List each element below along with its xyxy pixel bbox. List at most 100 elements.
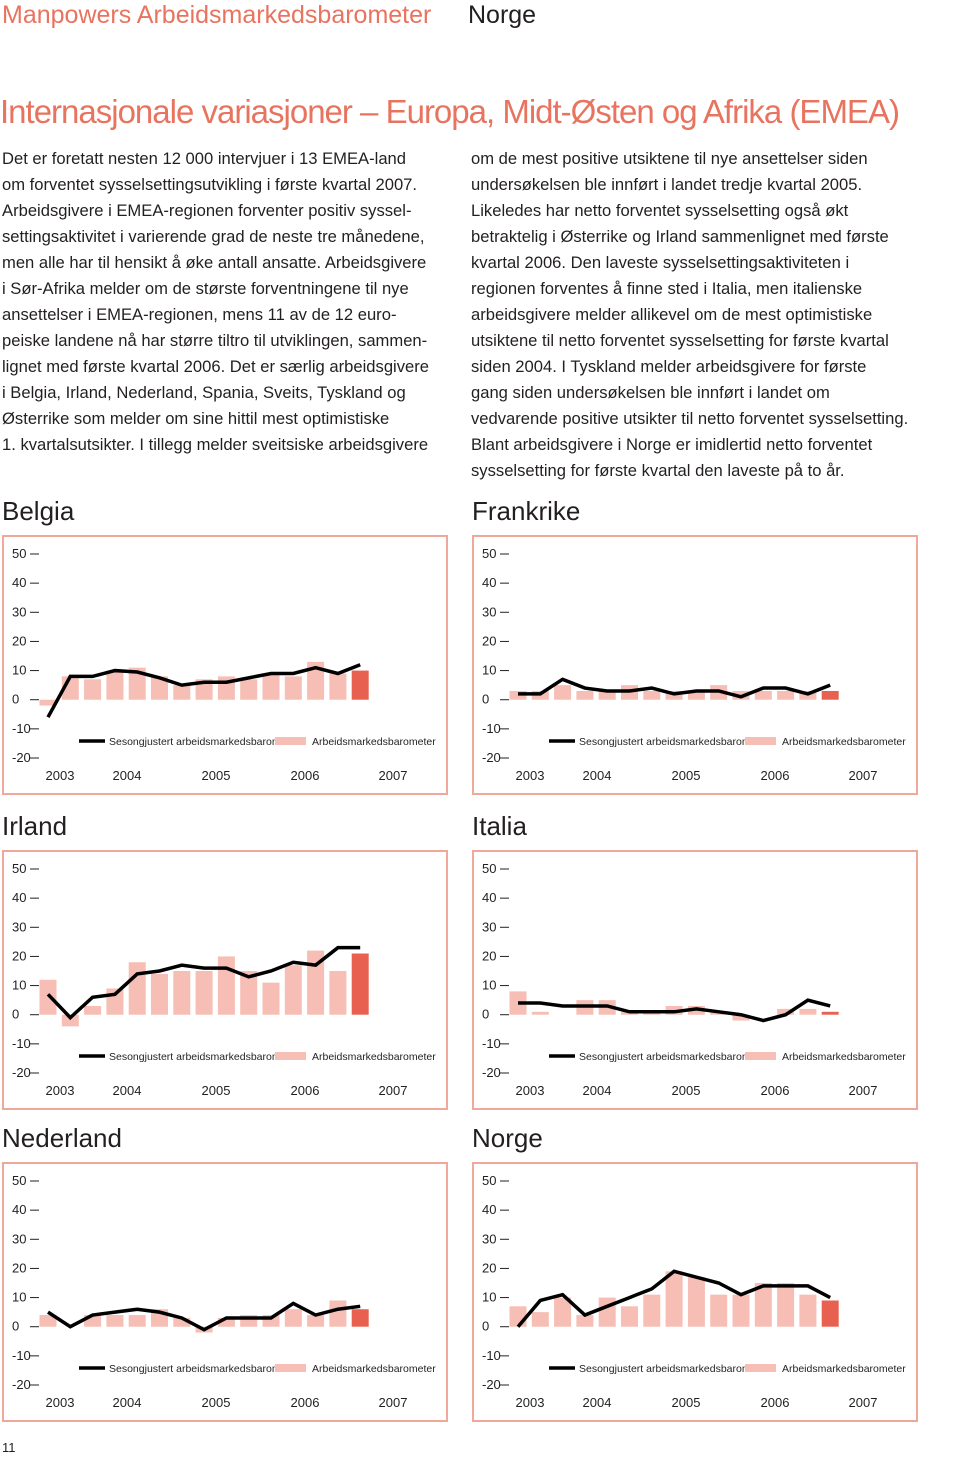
x-tick-label: 2003	[516, 768, 545, 783]
line	[46, 663, 361, 719]
bar	[39, 979, 57, 1015]
legend-label: Sesongjustert arbeidsmarkedsbarometer	[109, 736, 299, 748]
y-tick-label: 40	[12, 890, 26, 905]
line	[46, 945, 361, 1021]
bar	[554, 685, 572, 700]
body-text-line: Det er foretatt nesten 12 000 intervjuer…	[2, 149, 406, 168]
chart-frame	[472, 1162, 918, 1422]
body-text-line: regionen forventes å finne sted i Italia…	[471, 279, 862, 298]
bar	[284, 965, 302, 1015]
bar	[531, 1312, 549, 1327]
bar	[732, 1294, 750, 1327]
bar	[576, 1315, 594, 1327]
bar	[598, 690, 616, 700]
legend-label: Sesongjustert arbeidsmarkedsbarometer	[109, 1051, 299, 1063]
legend-swatch	[745, 1364, 776, 1372]
bar	[151, 973, 168, 1015]
x-tick-label: 2007	[379, 1083, 408, 1098]
x-tick-label: 2003	[46, 768, 75, 783]
bar	[754, 690, 772, 700]
x-tick-label: 2005	[672, 1083, 701, 1098]
body-text-line: om de mest positive utsiktene til nye an…	[471, 149, 868, 168]
legend-label: Arbeidsmarkedsbarometer	[782, 1363, 906, 1375]
chart-title: Nederland	[2, 1123, 122, 1153]
bar	[240, 971, 258, 1015]
legend-label: Arbeidsmarkedsbarometer	[312, 736, 436, 748]
bar	[262, 982, 280, 1015]
chart: -20 -10 0 10 20 30 40 50 Sesongjustert arbeidsma…	[472, 1162, 918, 1422]
y-tick-label: 20	[12, 633, 26, 648]
bar	[284, 676, 302, 700]
chart: -20 -10 0 10 20 30 40 50 Sesongjustert arbeidsma…	[2, 1162, 448, 1422]
bar	[598, 1297, 616, 1327]
line	[518, 677, 831, 699]
body-text-line: sysselsetting for første kvartal den lav…	[471, 461, 845, 480]
bar	[39, 1315, 57, 1327]
x-tick-label: 2007	[379, 768, 408, 783]
bar	[84, 679, 102, 700]
body-text-line: utsiktene til netto forventet sysselsett…	[471, 331, 889, 350]
x-tick-label: 2003	[516, 1395, 545, 1410]
y-tick-label: 0	[12, 1007, 19, 1022]
y-tick-label: 20	[482, 948, 496, 963]
bar	[732, 1014, 750, 1021]
bar	[217, 1317, 235, 1327]
chart-frame	[2, 535, 448, 795]
body-text-line: kvartal 2006. Den laveste sysselsettings…	[471, 253, 849, 272]
legend-label: Sesongjustert arbeidsmarkedsbarometer	[579, 1051, 769, 1063]
x-tick-label: 2005	[202, 768, 231, 783]
legend-label: Sesongjustert arbeidsmarkedsbarometer	[109, 1363, 299, 1375]
y-tick-label: -10	[12, 1348, 31, 1363]
bar	[531, 1011, 549, 1015]
y-tick-label: 50	[12, 861, 26, 876]
x-tick-label: 2006	[761, 768, 790, 783]
chart-title: Belgia	[2, 496, 75, 526]
bar	[799, 1294, 817, 1327]
x-tick-label: 2006	[291, 768, 320, 783]
bar	[329, 971, 347, 1015]
y-tick-label: 30	[12, 604, 26, 619]
bar	[106, 1315, 124, 1327]
x-tick-label: 2006	[761, 1083, 790, 1098]
heading: Internasjonale variasjoner – Europa, Mid…	[0, 93, 899, 130]
chart-title: Irland	[2, 811, 67, 841]
y-tick-label: 50	[482, 861, 496, 876]
y-tick-label: 10	[12, 978, 26, 993]
x-tick-label: 2006	[291, 1083, 320, 1098]
bar	[621, 1306, 638, 1327]
y-tick-label: 30	[12, 1231, 26, 1246]
y-tick-label: 0	[482, 1319, 489, 1334]
y-tick-label: -10	[482, 1348, 501, 1363]
y-tick-label: -20	[12, 1065, 31, 1080]
x-tick-label: 2007	[849, 1083, 878, 1098]
bar	[821, 690, 839, 700]
bar	[351, 1309, 369, 1327]
x-tick-label: 2005	[202, 1083, 231, 1098]
bar	[821, 1011, 839, 1015]
bar	[61, 1014, 79, 1027]
bar	[106, 670, 124, 700]
chart: -20 -10 0 10 20 30 40 50 Sesongjustert arbeidsma…	[472, 850, 918, 1110]
y-tick-label: 20	[12, 1260, 26, 1275]
chart-title: Italia	[472, 811, 527, 841]
bar	[217, 956, 235, 1015]
y-tick-label: 10	[482, 1290, 496, 1305]
body-text-line: betraktelig i Østerrike og Irland sammen…	[471, 227, 889, 246]
y-tick-label: -10	[482, 1036, 501, 1051]
y-tick-label: -20	[482, 1377, 501, 1392]
x-tick-label: 2007	[849, 1395, 878, 1410]
bar	[754, 1283, 772, 1327]
line	[518, 998, 831, 1023]
bar	[643, 690, 661, 700]
legend-swatch	[275, 737, 306, 745]
x-tick-label: 2003	[46, 1083, 75, 1098]
body-text-line: i Belgia, Irland, Nederland, Spania, Sve…	[2, 383, 406, 402]
bar	[821, 1300, 839, 1327]
body-text-line: Blant arbeidsgivere i Norge er imidlerti…	[471, 435, 873, 454]
bar	[84, 1315, 102, 1327]
y-tick-label: -10	[12, 1036, 31, 1051]
x-tick-label: 2004	[583, 1395, 612, 1410]
line	[47, 1301, 361, 1332]
bar	[173, 1317, 191, 1327]
bar	[128, 667, 146, 700]
